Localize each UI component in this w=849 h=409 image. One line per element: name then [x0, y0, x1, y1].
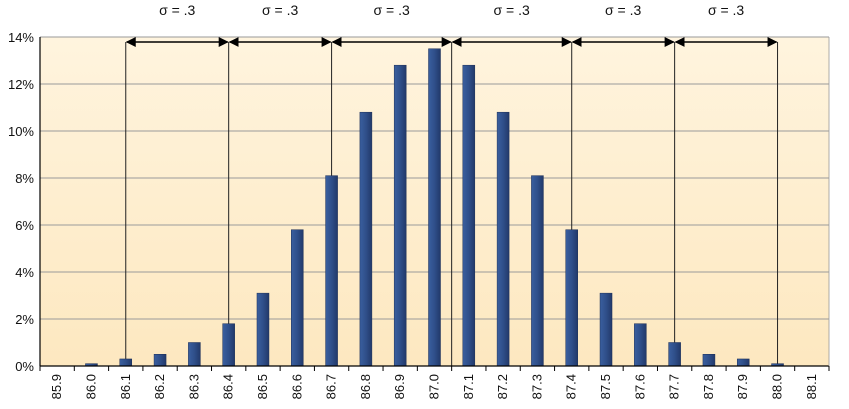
x-tick-label: 86.5 [255, 374, 270, 399]
sigma-label: σ = .3 [605, 2, 641, 18]
sigma-label: σ = .3 [373, 2, 409, 18]
bar [634, 323, 647, 367]
x-tick-label: 86.8 [358, 374, 373, 399]
y-tick-label: 12% [8, 77, 34, 92]
x-tick-label: 86.0 [83, 374, 98, 399]
y-tick-label: 8% [15, 171, 34, 186]
x-tick-label: 86.7 [324, 374, 339, 399]
bar [256, 292, 270, 367]
x-tick-label: 87.6 [632, 374, 647, 399]
bar [565, 229, 578, 367]
bar [291, 229, 304, 367]
y-tick-label: 6% [15, 218, 34, 233]
bar [325, 175, 338, 367]
x-tick-label: 86.4 [221, 374, 236, 399]
sigma-label: σ = .3 [262, 2, 298, 18]
sigma-label: σ = .3 [494, 2, 530, 18]
x-tick-label: 87.4 [564, 374, 579, 399]
y-tick-label: 10% [8, 124, 34, 139]
bar [359, 111, 373, 367]
x-tick-label: 86.2 [152, 374, 167, 399]
bar [736, 358, 750, 367]
y-tick-label: 2% [15, 312, 34, 327]
bar [188, 342, 201, 367]
x-tick-label: 87.1 [461, 374, 476, 399]
x-tick-label: 86.9 [392, 374, 407, 399]
x-tick-label: 87.3 [529, 374, 544, 399]
bar [393, 64, 407, 367]
x-tick-label: 87.0 [427, 374, 442, 399]
x-tick-label: 87.7 [667, 374, 682, 399]
bar [428, 48, 441, 367]
bar [153, 354, 167, 367]
sigma-label: σ = .3 [708, 2, 744, 18]
x-tick-label: 87.8 [701, 374, 716, 399]
x-tick-label: 88.0 [770, 374, 785, 399]
bar [119, 358, 133, 367]
y-tick-label: 14% [8, 30, 34, 45]
x-tick-label: 86.1 [118, 374, 133, 399]
y-tick-label: 4% [15, 265, 34, 280]
bar [599, 292, 613, 367]
bar [702, 354, 716, 367]
sigma-label: σ = .3 [159, 2, 195, 18]
x-tick-label: 87.9 [735, 374, 750, 399]
y-tick-label: 0% [15, 359, 34, 374]
x-tick-label: 85.9 [49, 374, 64, 399]
x-tick-label: 87.5 [598, 374, 613, 399]
bar [462, 64, 476, 367]
bar [222, 323, 235, 367]
x-tick-label: 88.1 [804, 374, 819, 399]
bar [496, 111, 510, 367]
x-tick-label: 86.3 [186, 374, 201, 399]
bar [668, 342, 681, 367]
bar [531, 175, 544, 367]
x-tick-label: 86.6 [289, 374, 304, 399]
x-tick-label: 87.2 [495, 374, 510, 399]
